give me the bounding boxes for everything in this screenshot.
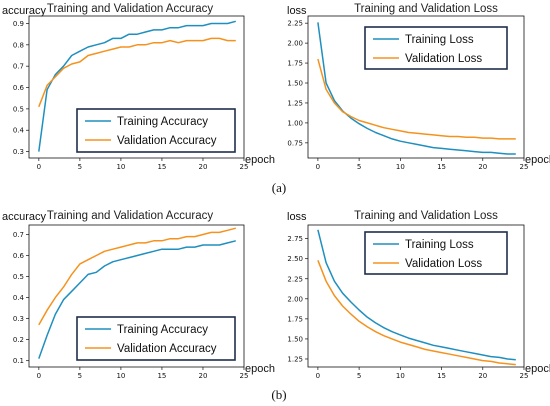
x-tick-label: 0 — [37, 372, 41, 380]
y-tick-label: 0.75 — [287, 139, 303, 147]
y-tick-label: 0.5 — [13, 273, 24, 281]
plot-frame — [28, 15, 245, 159]
y-tick-label: 0.6 — [13, 84, 25, 92]
plot-frame — [28, 224, 245, 368]
x-tick-label: 5 — [357, 163, 361, 171]
legend-box — [364, 26, 508, 70]
legend-label: Training Loss — [405, 239, 474, 251]
x-axis-label: epoch — [245, 363, 275, 375]
y-tick-label: 0.3 — [13, 315, 24, 323]
chart-title: Training and Validation Accuracy — [47, 210, 213, 222]
series-line-training-accuracy — [38, 20, 236, 152]
legend-label: Validation Loss — [405, 53, 482, 65]
series-line-training-loss — [317, 22, 516, 155]
x-tick-label: 0 — [37, 163, 41, 171]
y-tick-label: 0.8 — [13, 41, 24, 49]
x-axis-label: epoch — [245, 154, 275, 166]
chart-3: Training and Validation Accuracyaccuracy… — [2, 210, 275, 380]
chart-title: Training and Validation Loss — [354, 3, 498, 15]
x-tick-label: 20 — [478, 372, 487, 380]
legend: Training Loss Validation Loss — [364, 26, 508, 70]
y-tick-label: 0.7 — [13, 231, 24, 239]
series-line-training-loss — [317, 229, 516, 361]
y-tick-label: 0.2 — [13, 336, 24, 344]
y-tick-label: 2.50 — [287, 255, 303, 263]
y-tick-label: 2.00 — [287, 295, 303, 303]
x-tick-label: 20 — [478, 163, 487, 171]
chart-4: Training and Validation Loss loss epoch 0 5 1… — [287, 210, 550, 380]
y-axis-label: loss — [287, 5, 307, 17]
y-tick-label: 1.25 — [287, 99, 303, 107]
x-tick-label: 15 — [437, 372, 446, 380]
y-tick-label: 0.4 — [13, 294, 25, 302]
y-tick-label: 2.75 — [287, 235, 303, 243]
x-tick-label: 15 — [157, 372, 166, 380]
legend-label: Validation Loss — [405, 258, 482, 270]
y-tick-label: 1.75 — [287, 60, 303, 68]
legend-label: Training Accuracy — [117, 324, 208, 336]
series-line-validation-loss — [317, 58, 516, 140]
y-axis-label: loss — [287, 211, 307, 223]
legend-box — [76, 108, 236, 153]
y-tick-label: 1.25 — [287, 355, 303, 363]
x-tick-label: 25 — [240, 163, 249, 171]
x-tick-label: 10 — [396, 163, 405, 171]
series-line-validation-accuracy — [38, 227, 236, 326]
y-axis-label: accuracy — [2, 211, 47, 223]
x-tick-label: 10 — [116, 372, 125, 380]
y-tick-label: 1.50 — [287, 80, 303, 88]
chart-title: Training and Validation Loss — [354, 210, 498, 222]
y-tick-label: 0.5 — [13, 105, 24, 113]
x-tick-label: 5 — [78, 372, 82, 380]
plot-frame — [307, 224, 525, 368]
x-tick-label: 10 — [116, 163, 125, 171]
y-tick-label: 0.1 — [13, 357, 24, 365]
y-tick-label: 1.00 — [287, 119, 303, 127]
series-line-validation-loss — [317, 260, 516, 366]
legend-label: Training Accuracy — [117, 116, 208, 128]
legend-label: Validation Accuracy — [117, 135, 217, 147]
x-tick-label: 15 — [157, 163, 166, 171]
x-tick-label: 25 — [240, 372, 249, 380]
x-tick-label: 25 — [520, 163, 529, 171]
x-tick-label: 5 — [78, 163, 82, 171]
series-line-validation-accuracy — [38, 37, 236, 108]
legend-box — [76, 316, 236, 361]
caption-b: (b) — [271, 387, 286, 402]
y-tick-label: 2.25 — [287, 20, 303, 28]
x-tick-label: 0 — [316, 163, 320, 171]
y-tick-label: 2.00 — [287, 40, 303, 48]
chart-1: Training and Validation Accuracyaccuracy… — [2, 3, 275, 171]
plot-frame — [307, 15, 525, 159]
x-tick-label: 15 — [437, 163, 446, 171]
legend: Training Accuracy Validation Accuracy — [76, 316, 236, 361]
y-tick-label: 2.25 — [287, 275, 303, 283]
legend-box — [364, 231, 508, 275]
y-tick-label: 0.6 — [13, 252, 25, 260]
x-tick-label: 20 — [199, 163, 208, 171]
series-line-training-accuracy — [38, 240, 236, 359]
y-tick-label: 1.75 — [287, 315, 303, 323]
y-tick-label: 0.9 — [13, 20, 24, 28]
chart-title: Training and Validation Accuracy — [47, 3, 213, 15]
y-tick-label: 0.7 — [13, 63, 24, 71]
chart-2: Training and Validation Loss loss epoch 0 5 1… — [287, 3, 550, 171]
x-tick-label: 0 — [316, 372, 320, 380]
y-axis-label: accuracy — [2, 5, 47, 17]
y-tick-label: 1.50 — [287, 335, 303, 343]
x-tick-label: 25 — [520, 372, 529, 380]
x-axis-label: epoch — [525, 363, 550, 375]
x-tick-label: 10 — [396, 372, 405, 380]
x-axis-label: epoch — [525, 154, 550, 166]
legend: Training Accuracy Validation Accuracy — [76, 108, 236, 153]
x-tick-label: 20 — [199, 372, 208, 380]
x-tick-label: 5 — [357, 372, 361, 380]
y-tick-label: 0.4 — [13, 127, 25, 135]
legend-label: Validation Accuracy — [117, 343, 217, 355]
y-tick-label: 0.3 — [13, 148, 24, 156]
caption-a: (a) — [272, 180, 286, 195]
legend: Training Loss Validation Loss — [364, 231, 508, 275]
legend-label: Training Loss — [405, 34, 474, 46]
